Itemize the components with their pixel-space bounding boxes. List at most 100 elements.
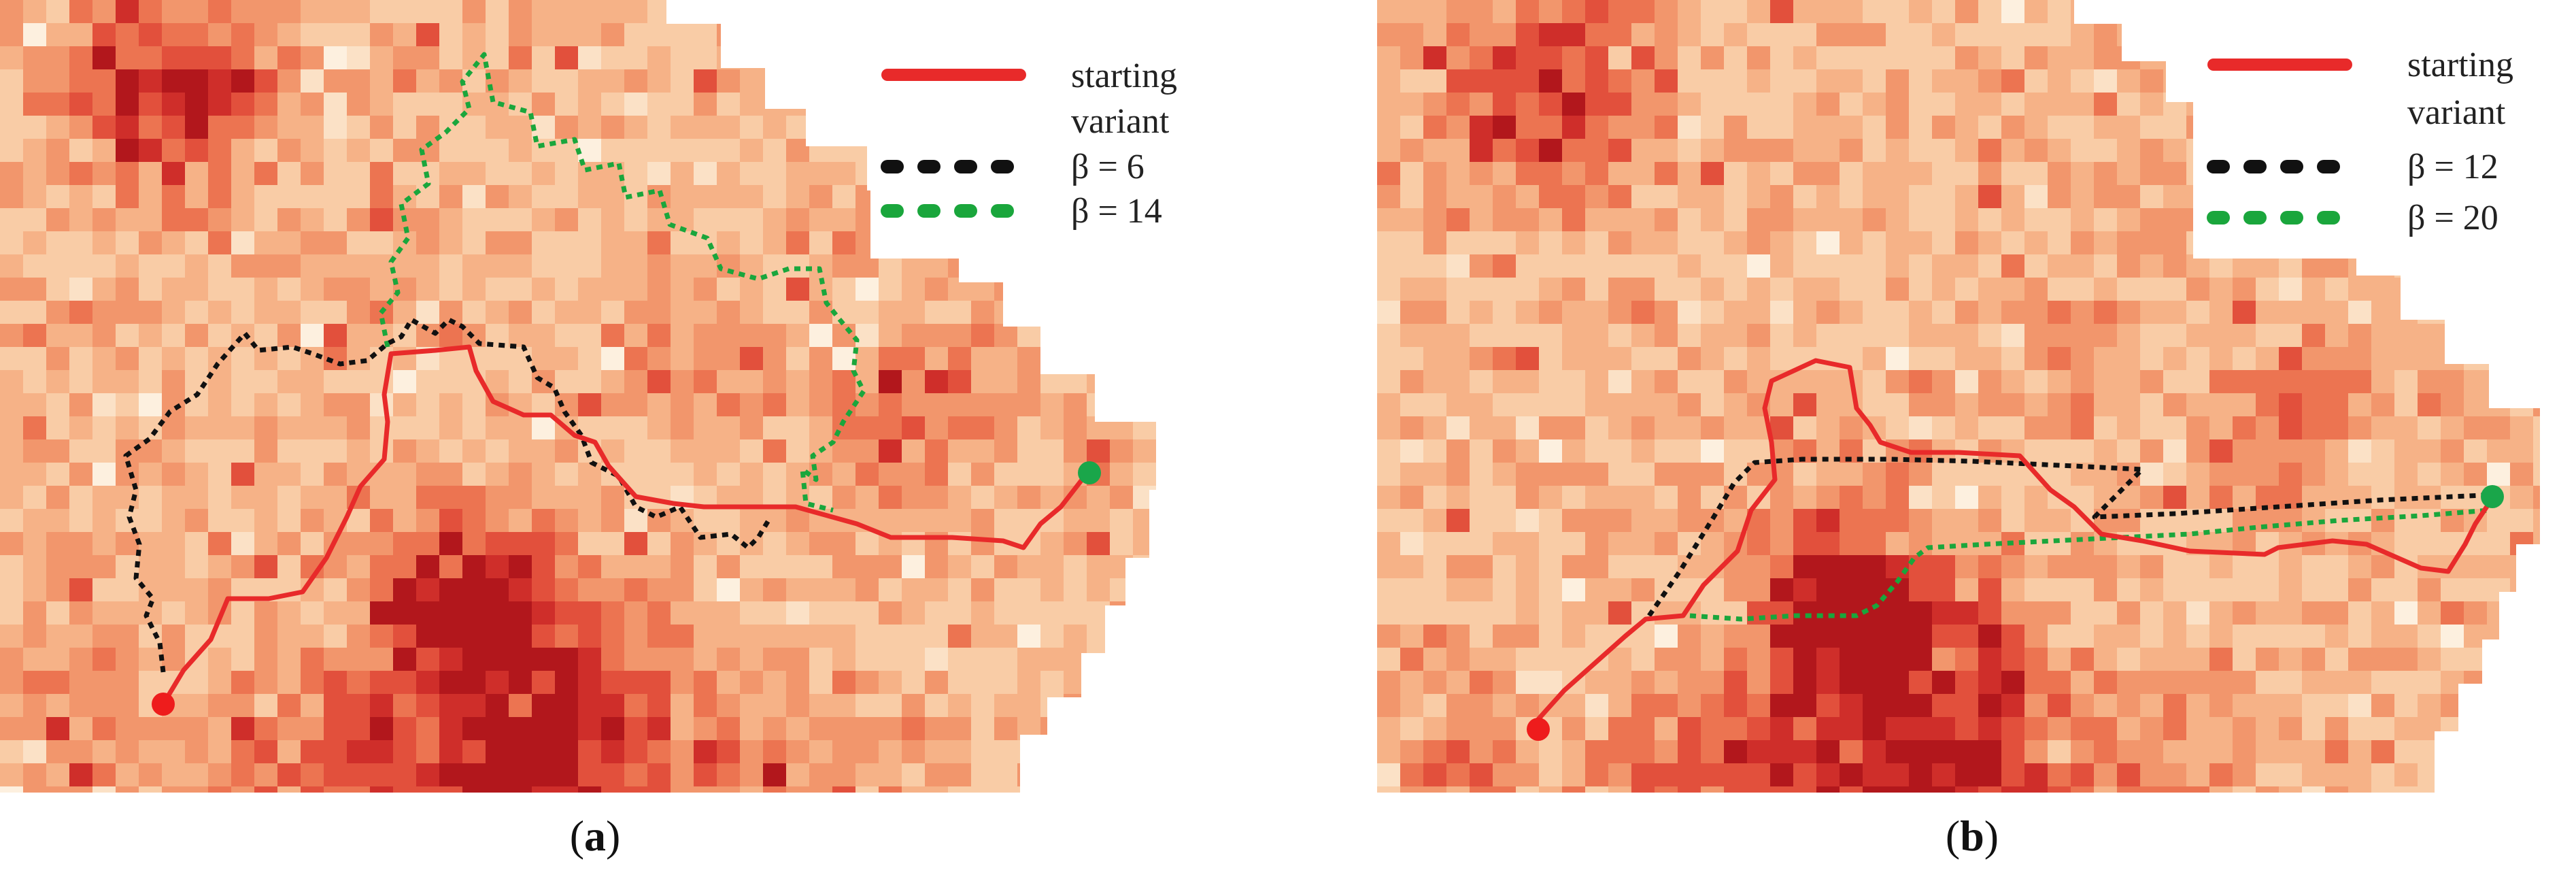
map-cell: [2371, 786, 2395, 793]
map-cell: [763, 301, 787, 325]
map-cell: [370, 763, 394, 787]
map-cell: [902, 578, 926, 602]
map-cell: [671, 463, 694, 486]
map-cell: [1446, 347, 1470, 371]
map-cell: [139, 254, 163, 278]
map-cell: [462, 139, 486, 163]
map-cell: [208, 23, 232, 47]
map-cell: [1156, 671, 1180, 695]
map-cell: [1608, 416, 1632, 440]
map-cell: [370, 0, 394, 24]
map-cell: [509, 208, 532, 232]
map-cell: [1631, 347, 1655, 371]
map-cell: [347, 370, 371, 394]
map-cell: [786, 347, 810, 371]
map-cell: [1701, 0, 1725, 24]
map-cell: [2510, 347, 2534, 371]
map-cell: [694, 740, 717, 764]
map-cell: [1909, 486, 1933, 510]
map-cell: [2533, 717, 2540, 741]
map-cell: [1040, 555, 1064, 579]
map-cell: [185, 46, 209, 70]
map-cell: [1631, 648, 1655, 671]
map-cell: [578, 486, 602, 510]
map-cell: [46, 46, 70, 70]
map-cell: [92, 416, 116, 440]
map-cell: [2163, 370, 2187, 394]
map-cell: [2256, 463, 2280, 486]
map-cell: [832, 740, 856, 764]
legend-label-beta-high: β = 20: [2407, 199, 2498, 237]
map-cell: [1064, 763, 1087, 787]
map-cell: [1087, 694, 1111, 718]
map-cell: [2048, 254, 2071, 278]
map-cell: [23, 69, 47, 93]
map-cell: [1724, 46, 1748, 70]
map-cell: [1770, 69, 1794, 93]
map-cell: [1516, 555, 1540, 579]
map-cell: [1678, 324, 1701, 348]
map-cell: [2533, 23, 2540, 47]
map-cell: [2001, 671, 2025, 695]
map-cell: [509, 324, 532, 348]
map-cell: [1863, 324, 1886, 348]
map-cell: [809, 23, 833, 47]
map-cell: [2256, 439, 2280, 463]
map-cell: [509, 185, 532, 209]
map-cell: [786, 393, 810, 417]
map-cell: [694, 370, 717, 394]
map-cell: [1156, 786, 1180, 810]
map-cell: [1909, 324, 1933, 348]
map-cell: [1133, 301, 1156, 325]
map-cell: [1156, 231, 1180, 255]
map-cell: [2325, 439, 2349, 463]
map-cell: [1040, 347, 1064, 371]
map-cell: [1678, 185, 1701, 209]
map-cell: [2464, 648, 2488, 671]
map-cell: [2325, 625, 2349, 648]
map-cell: [902, 347, 926, 371]
map-cell: [1770, 486, 1794, 510]
map-cell: [2487, 740, 2511, 764]
map-cell: [23, 740, 47, 764]
map-cell: [948, 439, 972, 463]
map-cell: [1770, 278, 1794, 301]
map-cell: [1678, 625, 1701, 648]
map-cell: [1110, 740, 1134, 764]
map-cell: [717, 185, 741, 209]
map-cell: [1816, 555, 1840, 579]
map-cell: [1400, 671, 1424, 695]
map-cell: [0, 393, 24, 417]
map-cell: [1423, 717, 1447, 741]
map-cell: [832, 786, 856, 793]
map-cell: [555, 370, 579, 394]
map-cell: [855, 416, 879, 440]
map-cell: [324, 763, 348, 787]
map-cell: [1840, 555, 1863, 579]
map-cell: [2209, 555, 2233, 579]
map-cell: [1064, 393, 1087, 417]
map-cell: [948, 486, 972, 510]
map-cell: [1909, 648, 1933, 671]
map-cell: [1156, 509, 1180, 533]
map-cell: [902, 278, 926, 301]
map-cell: [2001, 416, 2025, 440]
map-cell: [1087, 555, 1111, 579]
map-cell: [2533, 625, 2540, 648]
map-cell: [1156, 740, 1180, 764]
map-cell: [2186, 439, 2210, 463]
map-cell: [1087, 324, 1111, 348]
map-cell: [1793, 69, 1817, 93]
map-cell: [1955, 671, 1979, 695]
map-cell: [717, 601, 741, 625]
map-cell: [2163, 555, 2187, 579]
map-cell: [1747, 555, 1771, 579]
map-cell: [2209, 439, 2233, 463]
map-cell: [1631, 278, 1655, 301]
map-cell: [1678, 694, 1701, 718]
map-cell: [1816, 93, 1840, 116]
map-cell: [1423, 23, 1447, 47]
map-cell: [1631, 69, 1655, 93]
map-cell: [254, 694, 278, 718]
map-cell: [1932, 69, 1956, 93]
